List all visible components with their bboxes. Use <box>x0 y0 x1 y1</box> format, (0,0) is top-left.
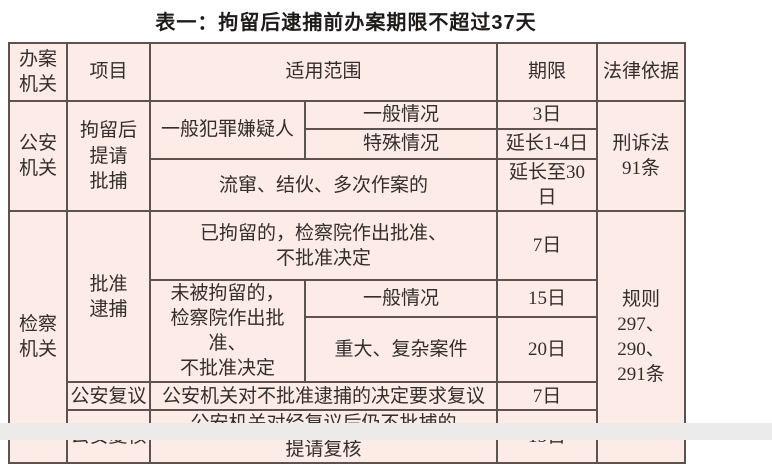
cell-case-normal-2: 一般情况 <box>303 279 499 319</box>
cell-review-item: 公安复议 <box>66 381 151 412</box>
table-row: 公安复议 公安机关对不批准逮捕的决定要求复议 7日 <box>9 381 685 412</box>
cell-public-security-organ: 公安 机关 <box>8 99 68 213</box>
table-title: 表一：拘留后逮捕前办案期限不超过37天 <box>155 12 537 34</box>
table-row: 重大、复杂案件 20日 <box>9 316 685 384</box>
cell-case-special: 特殊情况 <box>303 128 499 160</box>
cell-case-normal: 一般情况 <box>303 100 499 130</box>
cell-scope-not-detained: 未被拘留的， 检察院作出批准、 不批准决定 <box>149 279 306 384</box>
table-header-row: 办案 机关 项目 适用范围 期限 法律依据 <box>8 42 687 102</box>
table-row: 公安 机关 拘留后 提请 批捕 一般犯罪嫌疑人 一般情况 3日 刑诉法 91条 <box>8 99 687 213</box>
cell-procuratorate-organ: 检察 机关 <box>8 210 68 464</box>
table-row: 检察 机关 批准 逮捕 已拘留的，检察院作出批准、 不批准决定 7日 规则 29… <box>8 210 687 464</box>
cell-period-15days: 15日 <box>496 279 599 319</box>
cell-period-extend-1-4: 延长1-4日 <box>496 128 599 160</box>
cell-period-review-7days: 7日 <box>496 381 599 412</box>
table-row: 特殊情况 延长1-4日 <box>9 128 685 160</box>
table-row: 未被拘留的， 检察院作出批准、 不批准决定 一般情况 15日 <box>9 279 685 384</box>
cell-legal-basis-rules: 规则 297、 290、 291条 <box>596 210 687 464</box>
cell-scope-detained: 已拘留的，检察院作出批准、 不批准决定 <box>148 210 499 282</box>
cell-scope-flee: 流窜、结伙、多次作案的 <box>148 157 499 213</box>
cell-legal-basis-criminal-law: 刑诉法 91条 <box>596 99 687 213</box>
cell-period-7days: 7日 <box>496 210 599 282</box>
bottom-strip <box>0 423 772 440</box>
case-period-table: 办案 机关 项目 适用范围 期限 法律依据 公安 机关 拘留后 提请 批捕 一般… <box>8 42 687 464</box>
cell-scope-review: 公安机关对不批准逮捕的决定要求复议 <box>148 381 499 412</box>
cell-period-3days: 3日 <box>496 100 599 130</box>
header-item: 项目 <box>66 42 151 102</box>
header-scope: 适用范围 <box>148 42 499 102</box>
header-organ: 办案 机关 <box>8 42 68 102</box>
cell-public-security-item: 拘留后 提请 批捕 <box>66 99 151 213</box>
cell-general-suspect: 一般犯罪嫌疑人 <box>149 100 306 160</box>
cell-period-20days: 20日 <box>496 316 599 384</box>
table-row: 流窜、结伙、多次作案的 延长至30日 <box>9 157 685 213</box>
cell-case-major: 重大、复杂案件 <box>303 316 499 384</box>
cell-period-extend-30: 延长至30日 <box>496 157 599 213</box>
header-legal-basis: 法律依据 <box>596 42 687 102</box>
header-period: 期限 <box>496 42 599 102</box>
cell-approve-arrest-item: 批准 逮捕 <box>66 210 151 384</box>
